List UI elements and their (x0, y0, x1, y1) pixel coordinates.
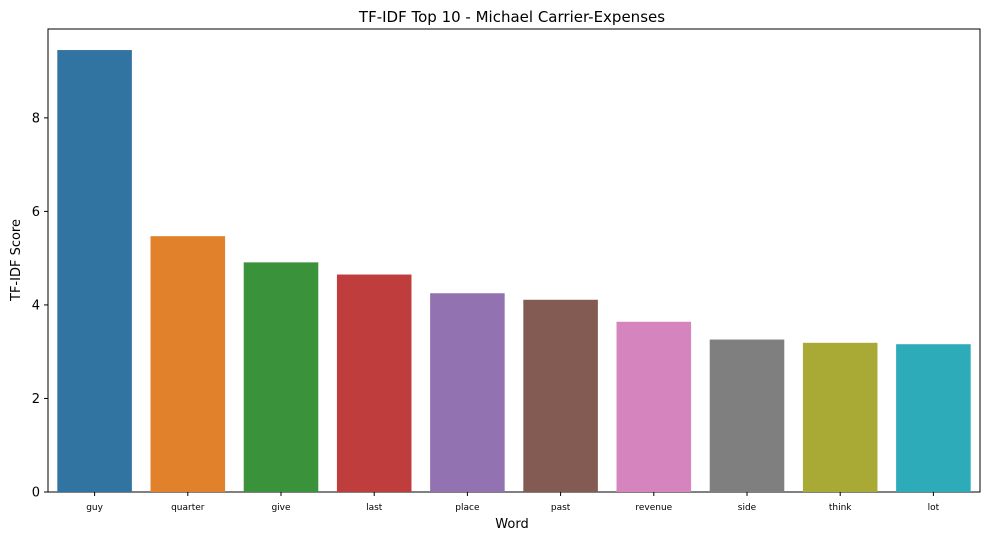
x-tick-label: past (551, 503, 571, 513)
y-tick-label: 4 (32, 298, 40, 313)
plot-area (47, 28, 981, 493)
x-tick-label: quarter (171, 503, 205, 513)
bar-revenue (616, 321, 692, 492)
bar-lot (896, 344, 971, 492)
bar-past (523, 299, 598, 492)
y-tick-label: 6 (32, 205, 40, 220)
x-tick-label: side (738, 503, 757, 513)
x-tick-label: lot (928, 503, 940, 513)
x-axis: guy quarter give last place past revenue side th… (86, 492, 940, 513)
x-tick-label: place (455, 503, 480, 513)
bar-side (709, 339, 785, 492)
bar-give (243, 262, 319, 492)
bar-guy (57, 50, 132, 493)
x-tick-label: give (271, 503, 291, 513)
bars-group (57, 50, 971, 493)
y-tick-label: 2 (32, 392, 40, 407)
x-tick-label: last (366, 503, 383, 513)
y-tick-label: 8 (32, 111, 40, 126)
y-axis: 0 2 4 6 8 (32, 111, 48, 501)
x-axis-label: Word (495, 517, 528, 532)
bar-last (336, 274, 412, 492)
x-tick-label: guy (86, 503, 103, 513)
x-tick-label: think (829, 503, 852, 513)
bar-quarter (150, 236, 226, 492)
x-tick-label: revenue (635, 503, 672, 513)
bar-think (802, 342, 878, 492)
y-axis-label: TF-IDF Score (9, 219, 24, 302)
bar-place (430, 293, 505, 492)
chart-title: TF-IDF Top 10 - Michael Carrier-Expenses (358, 8, 665, 26)
y-tick-label: 0 (32, 486, 40, 501)
